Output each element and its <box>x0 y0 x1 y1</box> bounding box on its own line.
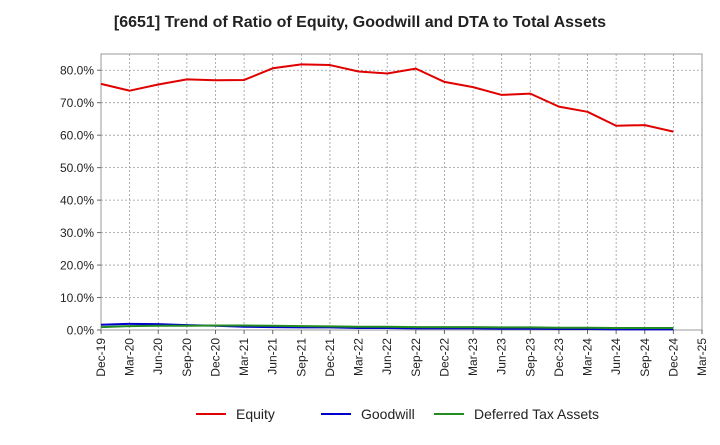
x-tick-label: Dec-21 <box>323 338 337 377</box>
y-tick-label: 80.0% <box>60 64 94 78</box>
x-tick-label: Dec-20 <box>208 338 222 377</box>
x-tick-label: Sep-20 <box>180 338 194 377</box>
y-tick-label: 50.0% <box>60 161 94 175</box>
y-tick-label: 10.0% <box>60 291 94 305</box>
x-tick-label: Mar-20 <box>123 338 137 376</box>
series-line-deferred-tax-assets <box>100 324 674 330</box>
legend-label-goodwill: Goodwill <box>361 406 415 422</box>
series-line-equity <box>100 63 674 133</box>
x-tick-label: Sep-21 <box>294 338 308 377</box>
x-tick-label: Sep-22 <box>409 338 423 377</box>
y-tick-label: 20.0% <box>60 259 94 273</box>
y-tick-label: 30.0% <box>60 226 94 240</box>
x-tick-label: Dec-22 <box>437 338 451 377</box>
x-tick-label: Mar-21 <box>237 338 251 376</box>
y-tick-label: 60.0% <box>60 129 94 143</box>
legend-label-deferred-tax-assets: Deferred Tax Assets <box>474 406 599 422</box>
x-tick-label: Dec-24 <box>666 338 680 377</box>
y-tick-label: 70.0% <box>60 96 94 110</box>
x-tick-label: Dec-19 <box>94 338 108 377</box>
x-tick-label: Jun-20 <box>151 338 165 375</box>
x-tick-label: Jun-21 <box>266 338 280 375</box>
x-tick-label: Sep-23 <box>523 338 537 377</box>
x-tick-label: Sep-24 <box>638 338 652 377</box>
legend-label-equity: Equity <box>236 406 275 422</box>
x-tick-label: Dec-23 <box>552 338 566 377</box>
x-tick-label: Jun-22 <box>380 338 394 375</box>
x-tick-label: Mar-24 <box>581 338 595 376</box>
chart-title: [6651] Trend of Ratio of Equity, Goodwil… <box>113 14 607 31</box>
x-tick-label: Mar-22 <box>352 338 366 376</box>
x-tick-label: Mar-23 <box>466 338 480 376</box>
plot-area <box>100 53 703 331</box>
y-tick-label: 0.0% <box>67 324 95 338</box>
x-tick-label: Jun-24 <box>609 338 623 375</box>
x-tick-label: Mar-25 <box>695 338 709 376</box>
y-tick-label: 40.0% <box>60 194 94 208</box>
x-tick-label: Jun-23 <box>495 338 509 375</box>
